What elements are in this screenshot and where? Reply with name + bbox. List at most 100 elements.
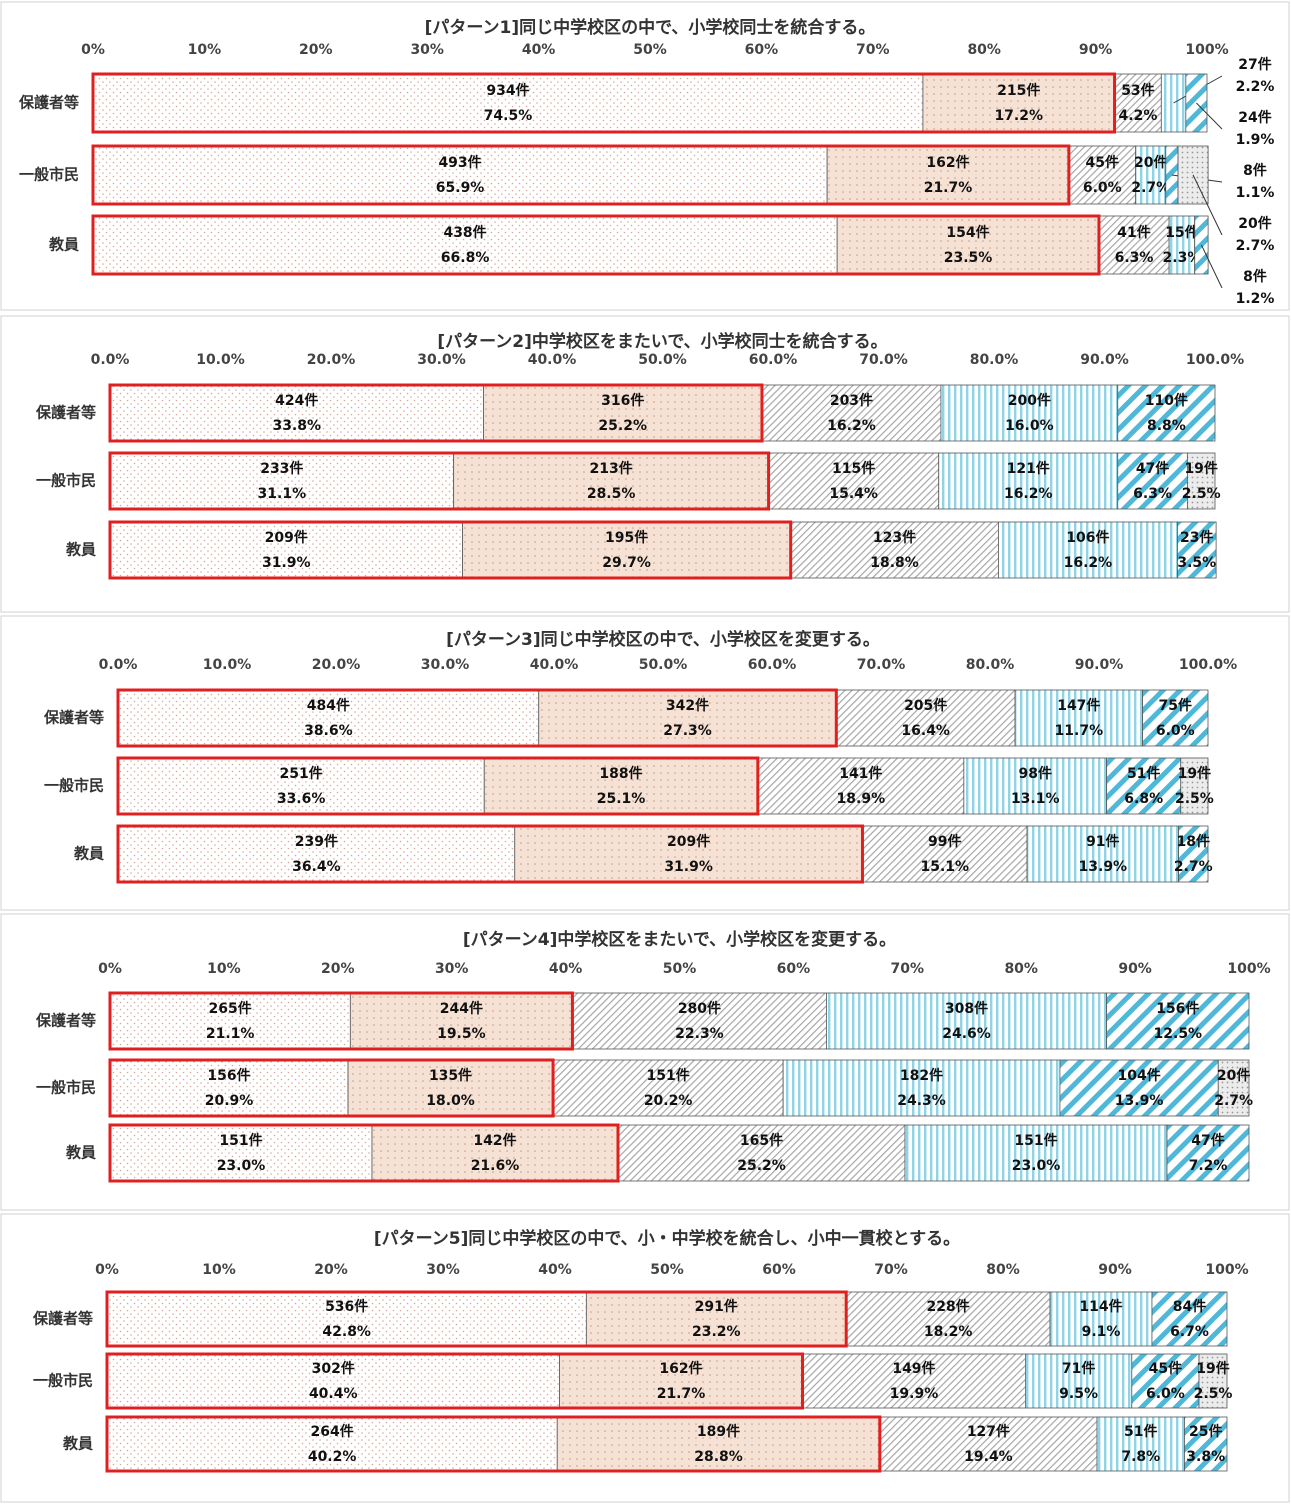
count-label: 244件	[440, 1000, 483, 1017]
bar-segment	[1059, 1059, 1219, 1117]
bar-segment	[826, 992, 1108, 1050]
count-label: 41件	[1117, 224, 1150, 241]
count-label: 233件	[260, 460, 303, 477]
count-label: 342件	[666, 697, 709, 714]
bar-segment	[1068, 145, 1137, 205]
x-tick-label: 90%	[1098, 1262, 1132, 1278]
count-label: 165件	[740, 1132, 783, 1149]
x-tick-label: 20.0%	[312, 657, 361, 673]
count-label: 424件	[275, 392, 318, 409]
bar-segment	[1217, 1059, 1250, 1117]
value-label: 66.8%	[441, 250, 490, 266]
count-label: 156件	[1156, 1000, 1199, 1017]
x-tick-label: 60.0%	[749, 352, 798, 368]
x-tick-label: 70%	[856, 42, 890, 58]
x-tick-label: 100.0%	[1186, 352, 1244, 368]
x-tick-label: 0%	[81, 42, 105, 58]
count-label: 8件	[1243, 268, 1267, 285]
value-label: 33.6%	[277, 791, 326, 807]
count-label: 18件	[1177, 833, 1210, 850]
value-label: 24.3%	[897, 1093, 946, 1109]
x-tick-label: 0.0%	[99, 657, 138, 673]
value-label: 3.8%	[1186, 1449, 1225, 1465]
x-tick-label: 0%	[98, 961, 122, 977]
count-label: 147件	[1057, 697, 1100, 714]
category-label: 一般市民	[36, 1079, 96, 1097]
highlight-outline	[116, 688, 838, 748]
value-label: 21.7%	[657, 1386, 706, 1402]
count-label: 162件	[659, 1360, 702, 1377]
value-label: 4.2%	[1119, 108, 1158, 124]
leader-line	[1196, 102, 1223, 130]
count-label: 51件	[1124, 1423, 1157, 1440]
value-label: 27.3%	[663, 723, 712, 739]
x-tick-label: 60%	[762, 1262, 796, 1278]
count-label: 149件	[892, 1360, 935, 1377]
x-tick-label: 100%	[1205, 1262, 1248, 1278]
value-label: 8.8%	[1147, 418, 1186, 434]
bar-segment	[617, 1124, 906, 1182]
count-label: 291件	[695, 1298, 738, 1315]
count-label: 280件	[678, 1000, 721, 1017]
value-label: 23.2%	[692, 1324, 741, 1340]
value-label: 9.1%	[1082, 1324, 1121, 1340]
count-label: 189件	[697, 1423, 740, 1440]
count-label: 213件	[590, 460, 633, 477]
count-label: 162件	[926, 154, 969, 171]
count-label: 182件	[900, 1067, 943, 1084]
chart-title: [パターン3]同じ中学校区の中で、小学校区を変更する。	[446, 629, 880, 650]
x-tick-label: 40.0%	[528, 352, 577, 368]
count-label: 123件	[873, 529, 916, 546]
count-label: 45件	[1149, 1360, 1182, 1377]
x-tick-label: 70.0%	[857, 657, 906, 673]
value-label: 23.5%	[944, 250, 993, 266]
value-label: 16.4%	[901, 723, 950, 739]
value-label: 13.9%	[1115, 1093, 1164, 1109]
bar-segment	[1165, 145, 1179, 205]
count-label: 264件	[311, 1423, 354, 1440]
count-label: 215件	[997, 82, 1040, 99]
value-label: 29.7%	[602, 555, 651, 571]
bar-segment	[1106, 992, 1250, 1050]
bar-segment	[559, 1353, 803, 1409]
x-tick-label: 60%	[777, 961, 811, 977]
value-label: 2.7%	[1236, 238, 1275, 254]
x-tick-label: 90%	[1079, 42, 1113, 58]
value-label: 1.1%	[1236, 185, 1275, 201]
leader-line	[1192, 174, 1223, 236]
x-tick-label: 20%	[321, 961, 355, 977]
count-label: 91件	[1086, 833, 1119, 850]
value-label: 25.2%	[598, 418, 647, 434]
count-label: 53件	[1121, 82, 1154, 99]
x-tick-label: 20%	[299, 42, 333, 58]
value-label: 40.4%	[309, 1386, 358, 1402]
count-label: 114件	[1079, 1298, 1122, 1315]
x-tick-label: 10%	[207, 961, 241, 977]
category-label: 一般市民	[19, 166, 79, 184]
value-label: 2.7%	[1174, 859, 1213, 875]
value-label: 6.3%	[1115, 250, 1154, 266]
highlight-outline	[105, 1290, 848, 1348]
count-label: 23件	[1180, 529, 1213, 546]
count-label: 20件	[1238, 215, 1271, 232]
category-label: 一般市民	[44, 777, 104, 795]
value-label: 2.5%	[1182, 486, 1221, 502]
count-label: 239件	[295, 833, 338, 850]
value-label: 6.0%	[1146, 1386, 1185, 1402]
x-tick-label: 90.0%	[1080, 352, 1129, 368]
value-label: 17.2%	[994, 108, 1043, 124]
bar-segment	[802, 1353, 1026, 1409]
value-label: 15.4%	[829, 486, 878, 502]
x-tick-label: 80.0%	[970, 352, 1019, 368]
highlight-outline	[116, 756, 760, 816]
bar-segment	[790, 521, 999, 579]
x-tick-label: 80%	[1004, 961, 1038, 977]
count-label: 20件	[1217, 1067, 1250, 1084]
highlight-outline	[116, 824, 864, 884]
x-tick-label: 70%	[891, 961, 925, 977]
bar-segment	[117, 825, 516, 883]
chart-title: [パターン2]中学校区をまたいで、小学校同士を統合する。	[437, 331, 887, 352]
highlight-outline	[91, 144, 1071, 206]
panel-border	[0, 913, 1290, 1211]
